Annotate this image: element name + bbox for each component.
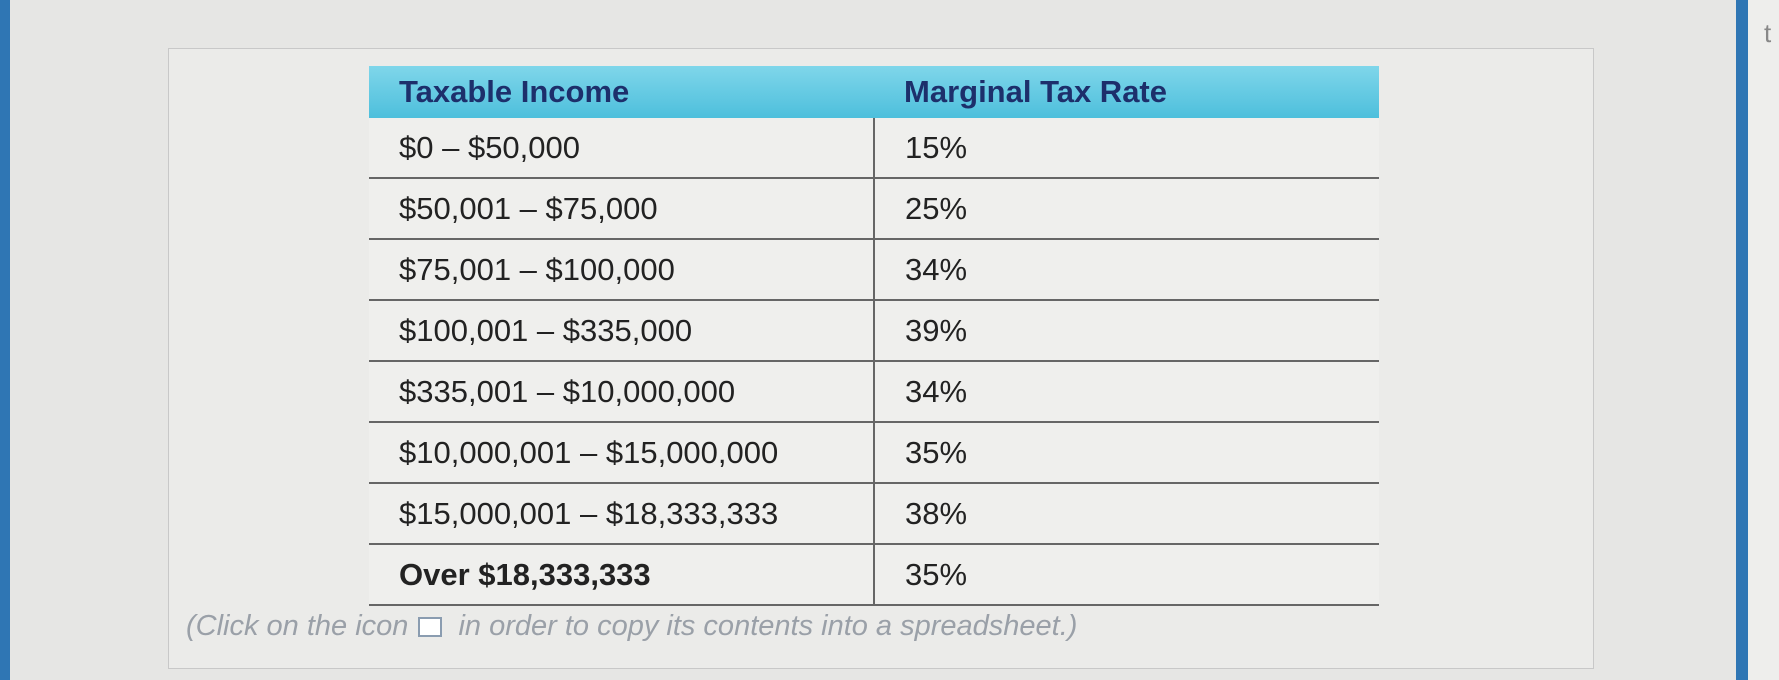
corner-text: t [1764,18,1772,48]
table-row: $100,001 – $335,000 39% [369,300,1379,362]
rate-cell: 15% [874,118,1379,179]
income-cell: $0 – $50,000 [369,118,875,179]
header-row: Taxable Income Marginal Tax Rate [369,66,1379,118]
income-cell: $75,001 – $100,000 [369,239,875,301]
rate-cell: 38% [874,483,1379,545]
window-edge [1736,0,1748,680]
rate-cell: 34% [874,361,1379,423]
rate-cell: 25% [874,178,1379,240]
rate-cell: 35% [874,544,1379,606]
copy-icon[interactable] [418,617,443,638]
rate-cell: 34% [874,239,1379,301]
header-cell: Taxable Income [369,66,874,118]
table-row: $0 – $50,000 15% [369,118,1379,179]
table-row: $15,000,001 – $18,333,333 38% [369,483,1379,545]
income-cell: $50,001 – $75,000 [369,178,875,240]
note-text: (Click on the icon [186,610,409,642]
table-row: $75,001 – $100,000 34% [369,239,1379,301]
note: (Click on the icon in order to copy its c… [186,610,1077,643]
rate-cell: 39% [874,300,1379,362]
header-cell: Marginal Tax Rate [874,66,1379,118]
table-row: $50,001 – $75,000 25% [369,178,1379,240]
side-panel [1748,0,1779,680]
table-row: $335,001 – $10,000,000 34% [369,361,1379,423]
tax-table: Taxable Income Marginal Tax Rate $0 – $5… [369,66,1379,606]
income-cell: Over $18,333,333 [369,544,875,606]
income-cell: $10,000,001 – $15,000,000 [369,422,875,484]
income-cell: $15,000,001 – $18,333,333 [369,483,875,545]
window-edge [0,0,10,680]
table-row: $10,000,001 – $15,000,000 35% [369,422,1379,484]
income-cell: $335,001 – $10,000,000 [369,361,875,423]
rate-cell: 35% [874,422,1379,484]
table-row: Over $18,333,333 35% [369,544,1379,606]
note-text: in order to copy its contents into a spr… [458,610,1078,642]
income-cell: $100,001 – $335,000 [369,300,875,362]
